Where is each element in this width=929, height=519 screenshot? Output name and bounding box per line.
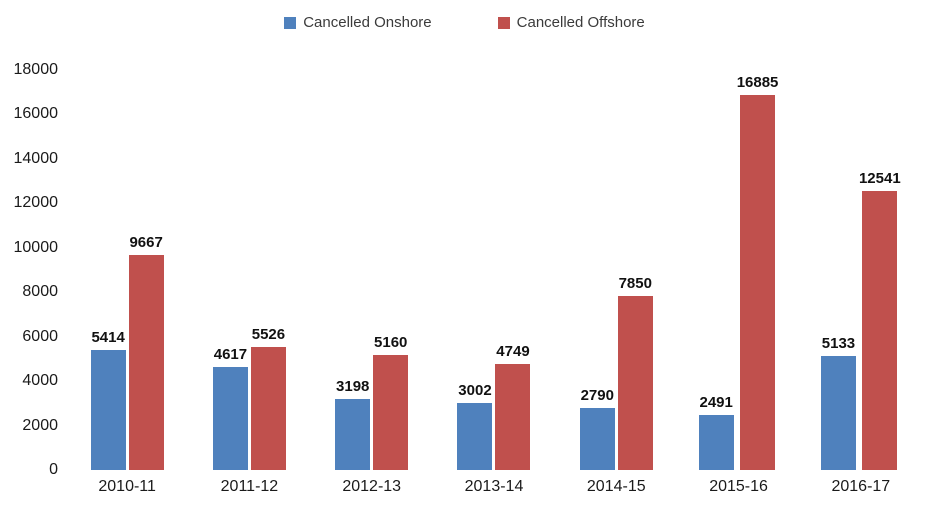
y-axis-tick-label: 4000	[22, 372, 58, 390]
category-group: 2491 16885 2015-16	[677, 70, 799, 504]
legend-label: Cancelled Onshore	[303, 14, 432, 31]
plot-area: 5414 9667 2010-11 4617 5526 2011-12 3198 5160 20…	[66, 70, 922, 504]
x-axis-category-label: 2015-16	[709, 478, 768, 495]
bar-column: 5526	[250, 326, 286, 470]
bar-pair: 3198 5160	[311, 70, 433, 470]
bar-column: 3198	[335, 378, 371, 470]
bar-value-label: 3198	[336, 378, 370, 395]
bar-value-label: 5526	[251, 326, 286, 343]
x-axis-category-label: 2010-11	[98, 478, 156, 495]
y-axis-tick-label: 8000	[22, 283, 58, 301]
bar-value-label: 7850	[618, 275, 652, 292]
bar-value-label: 4617	[213, 346, 248, 363]
y-axis: 18000 16000 14000 12000 10000 8000 6000 4000 200…	[0, 61, 59, 478]
bar-value-label: 2790	[580, 387, 614, 404]
bar-cancelled-onshore	[335, 399, 371, 470]
bar-column: 4617	[212, 346, 248, 470]
legend-item-offshore: Cancelled Offshore	[497, 14, 645, 31]
bar-value-label: 9667	[129, 234, 163, 251]
y-axis-tick-label: 12000	[13, 194, 59, 212]
bar-value-label: 4749	[496, 343, 530, 360]
chart-area: 18000 16000 14000 12000 10000 8000 6000 4000 200…	[0, 61, 922, 504]
bar-cancelled-onshore	[212, 367, 248, 470]
y-axis-tick-label: 14000	[13, 149, 59, 167]
bar-cancelled-offshore	[617, 296, 653, 470]
bar-value-label: 16885	[736, 74, 779, 91]
category-group: 4617 5526 2011-12	[188, 70, 310, 504]
x-axis-category-label: 2016-17	[831, 478, 891, 495]
x-axis-category-label: 2014-15	[586, 478, 646, 495]
bar-cancelled-offshore	[128, 255, 164, 470]
bar-pair: 2491 16885	[677, 70, 799, 470]
bar-cancelled-onshore	[820, 356, 856, 470]
y-axis-tick-label: 18000	[13, 61, 59, 78]
bar-pair: 2790 7850	[555, 70, 677, 470]
bar-cancelled-offshore	[250, 347, 286, 470]
category-group: 2790 7850 2014-15	[555, 70, 677, 504]
bar-value-label: 5133	[821, 335, 856, 352]
category-group: 5133 12541 2016-17	[800, 70, 922, 504]
legend-swatch-icon	[284, 16, 297, 29]
bar-value-label: 5160	[374, 334, 408, 351]
category-group: 5414 9667 2010-11	[66, 70, 188, 504]
bar-value-label: 5414	[91, 329, 125, 346]
bar-cancelled-onshore	[457, 403, 493, 470]
bar-column: 12541	[859, 170, 901, 470]
bar-pair: 5133 12541	[800, 70, 922, 470]
y-axis-tick-label: 16000	[13, 105, 59, 123]
bar-pair: 3002 4749	[433, 70, 555, 470]
bar-column: 4749	[495, 343, 531, 470]
x-axis-category-label: 2013-14	[464, 478, 524, 495]
bar-column: 7850	[617, 275, 653, 470]
bar-pair: 5414 9667	[66, 70, 188, 470]
bar-cancelled-onshore	[579, 408, 615, 470]
y-axis-tick-label: 0	[49, 461, 58, 478]
bar-cancelled-offshore	[862, 191, 898, 470]
legend-item-onshore: Cancelled Onshore	[284, 14, 432, 31]
bar-value-label: 12541	[858, 170, 901, 187]
y-axis-tick-label: 10000	[13, 238, 59, 256]
bar-value-label: 3002	[458, 382, 492, 399]
bar-column: 5414	[90, 329, 126, 470]
legend-label: Cancelled Offshore	[516, 14, 645, 31]
bar-cancelled-onshore	[90, 350, 126, 470]
y-axis-tick-label: 6000	[22, 327, 58, 345]
bar-column: 2790	[579, 387, 615, 470]
legend-swatch-icon	[497, 16, 510, 29]
bar-column: 3002	[457, 382, 493, 470]
category-group: 3198 5160 2012-13	[311, 70, 433, 504]
x-axis-category-label: 2011-12	[220, 478, 279, 495]
bar-cancelled-offshore	[495, 364, 531, 470]
bar-cancelled-onshore	[698, 415, 734, 470]
y-axis-tick-label: 2000	[22, 416, 58, 434]
chart-legend: Cancelled Onshore Cancelled Offshore	[0, 14, 929, 31]
bar-cancelled-offshore	[373, 355, 409, 470]
bar-column: 5160	[373, 334, 409, 470]
bar-pair: 4617 5526	[188, 70, 310, 470]
x-axis-category-label: 2012-13	[342, 478, 402, 495]
bar-cancelled-offshore	[740, 95, 776, 470]
bar-column: 2491	[698, 394, 734, 470]
category-group: 3002 4749 2013-14	[433, 70, 555, 504]
bar-column: 5133	[820, 335, 856, 470]
bar-column: 16885	[736, 74, 779, 470]
bar-column: 9667	[128, 234, 164, 470]
bar-value-label: 2491	[699, 394, 733, 411]
